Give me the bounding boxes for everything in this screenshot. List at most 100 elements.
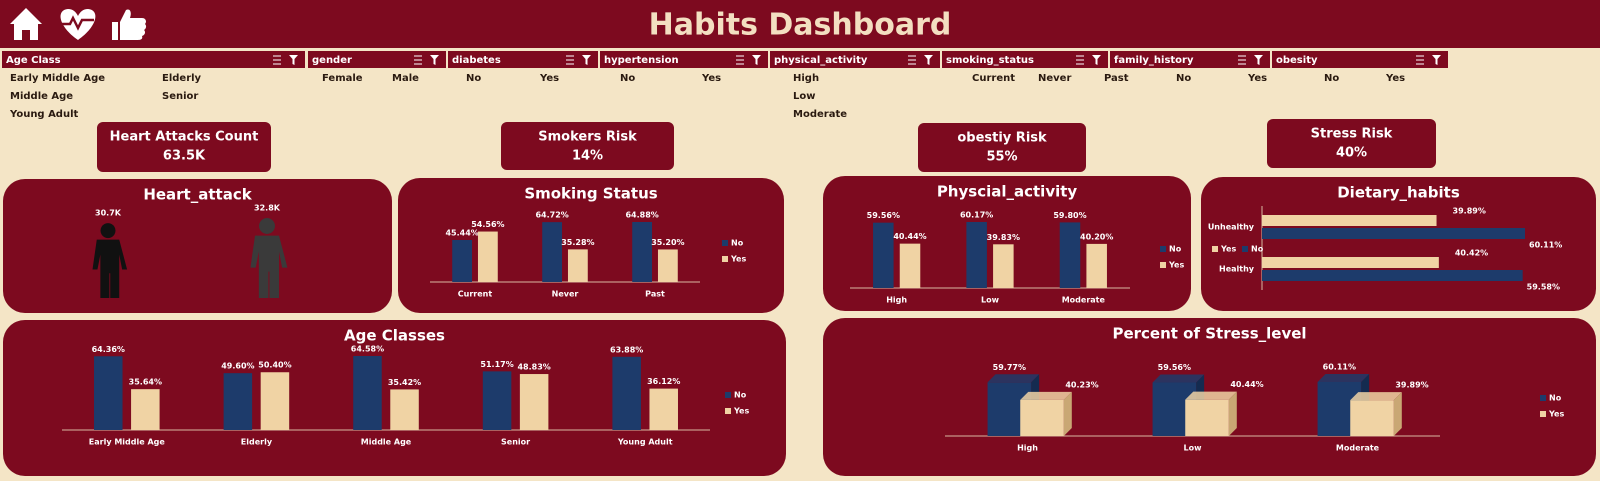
slicer-item[interactable]: Male [392, 73, 419, 84]
multi-select-icon[interactable] [414, 55, 422, 65]
slicer-title: hypertension [604, 55, 679, 66]
slicer-title: family_history [1114, 55, 1194, 66]
x-tick-label: Elderly [241, 438, 273, 447]
value-label: 35.42% [388, 378, 421, 387]
clear-filter-icon[interactable] [1092, 55, 1101, 65]
value-label: 39.89% [1453, 207, 1486, 216]
clear-filter-icon[interactable] [582, 55, 591, 65]
home-icon[interactable] [10, 8, 42, 40]
bar [131, 389, 160, 430]
nav-icons [10, 8, 147, 41]
dashboard-title: Habits Dashboard [649, 8, 952, 43]
multi-select-icon[interactable] [908, 55, 916, 65]
kpi-value: 14% [572, 149, 603, 164]
slicer-item[interactable]: Yes [701, 73, 721, 84]
pulse-line [62, 15, 94, 31]
multi-select-icon[interactable] [273, 55, 281, 65]
value-label: 30.7K [95, 209, 122, 218]
x-tick-label: Middle Age [361, 438, 412, 447]
value-label: 59.58% [1527, 283, 1560, 292]
kpi-value: 40% [1336, 146, 1367, 161]
x-tick-label: Past [645, 290, 665, 299]
legend-swatch [722, 256, 728, 262]
bar [390, 389, 419, 430]
header-bar [0, 0, 1600, 48]
value-label: 63.88% [610, 345, 643, 354]
value-label: 64.88% [625, 211, 658, 220]
clear-filter-icon[interactable] [289, 55, 298, 65]
value-label: 49.60% [221, 362, 254, 371]
value-label: 50.40% [258, 361, 291, 370]
x-tick-label: Young Adult [617, 438, 673, 447]
multi-select-icon[interactable] [566, 55, 574, 65]
slicer-item[interactable]: No [620, 73, 635, 84]
slicer-item[interactable]: Current [972, 73, 1015, 84]
clear-filter-icon[interactable] [430, 55, 439, 65]
multi-select-icon[interactable] [1076, 55, 1084, 65]
value-label: 39.89% [1395, 381, 1428, 390]
bar [993, 244, 1014, 288]
legend-swatch [1242, 246, 1248, 252]
slicer-item[interactable]: Middle Age [10, 91, 73, 102]
slicer-item[interactable]: Yes [1247, 73, 1267, 84]
slicer-item[interactable]: High [793, 73, 819, 84]
slicer-item[interactable]: Female [322, 73, 363, 84]
like-icon[interactable] [112, 9, 147, 41]
chart-title: Age Classes [344, 327, 445, 345]
clear-filter-icon[interactable] [752, 55, 761, 65]
kpi-title: Heart Attacks Count [110, 130, 259, 145]
x-tick-label: Low [981, 296, 1000, 305]
slicer-item[interactable]: No [1324, 73, 1339, 84]
multi-select-icon[interactable] [1238, 55, 1246, 65]
slicer-item[interactable]: Yes [1385, 73, 1405, 84]
value-label: 60.11% [1529, 241, 1562, 250]
bar [1262, 215, 1437, 226]
kpi-title: obestiy Risk [957, 131, 1047, 146]
slicer-header [770, 51, 940, 68]
multi-select-icon[interactable] [1416, 55, 1424, 65]
health-icon[interactable] [60, 9, 96, 40]
clear-filter-icon[interactable] [1254, 55, 1263, 65]
legend-label: No [1251, 245, 1264, 254]
multi-select-icon[interactable] [736, 55, 744, 65]
slicer-title: physical_activity [774, 55, 868, 66]
clear-filter-icon[interactable] [924, 55, 933, 65]
slicer-item[interactable]: Low [793, 91, 815, 102]
value-label: 59.56% [867, 211, 900, 220]
value-label: 35.64% [129, 378, 162, 387]
bar-top [1350, 392, 1402, 401]
value-label: 54.56% [471, 220, 504, 229]
slicer-item[interactable]: Past [1104, 73, 1129, 84]
slicer-item[interactable]: Never [1038, 73, 1071, 84]
bar [567, 249, 588, 282]
legend-swatch [1160, 262, 1166, 268]
kpi-title: Stress Risk [1311, 127, 1393, 142]
bar-side [1063, 391, 1072, 436]
slicer-item[interactable]: Moderate [793, 109, 847, 120]
y-tick-label: Healthy [1219, 265, 1255, 274]
slicer-item[interactable]: Young Adult [9, 109, 79, 120]
value-label: 40.44% [893, 232, 926, 241]
clear-filter-icon[interactable] [1432, 55, 1441, 65]
x-tick-label: High [1017, 444, 1038, 453]
legend-swatch [1160, 246, 1166, 252]
slicer-item[interactable]: Senior [162, 91, 198, 102]
value-label: 32.8K [254, 204, 281, 213]
legend-label: Yes [1168, 261, 1184, 270]
legend-swatch [1540, 395, 1546, 401]
slicer-item[interactable]: Yes [539, 73, 559, 84]
slicer-header [600, 51, 768, 68]
value-label: 59.80% [1053, 211, 1086, 220]
slicer-title: Age Class [6, 55, 61, 66]
slicer-item[interactable]: Early Middle Age [10, 73, 105, 84]
slicer-item[interactable]: Elderly [162, 73, 202, 84]
bar [657, 249, 678, 282]
y-tick-label: Unhealthy [1208, 223, 1255, 232]
bar [519, 374, 549, 430]
person-icon [92, 223, 128, 298]
slicer-title: gender [312, 55, 352, 66]
slicer-item[interactable]: No [1176, 73, 1191, 84]
slicer-item[interactable]: No [466, 73, 481, 84]
kpi-value: 55% [986, 150, 1017, 165]
legend-label: Yes [1548, 410, 1564, 419]
